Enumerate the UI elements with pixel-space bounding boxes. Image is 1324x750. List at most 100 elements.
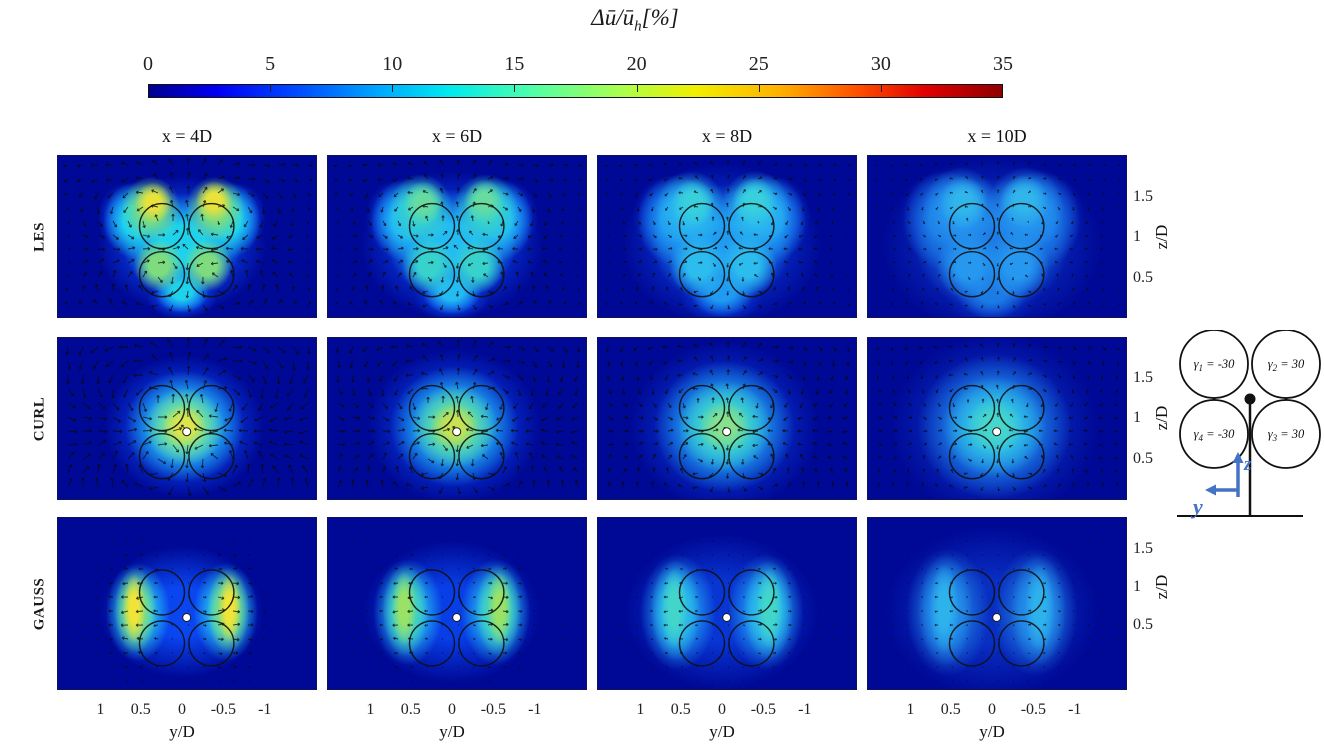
rotor-circle	[948, 569, 996, 616]
hub-marker	[992, 613, 1002, 622]
rotor-circle	[138, 250, 186, 298]
rotor-circle	[138, 202, 186, 250]
colorbar-tick-mark	[636, 84, 638, 92]
y-axis-arrowhead	[1205, 484, 1216, 496]
rotor-outline-bottom-left	[1179, 399, 1249, 469]
rotor-circle	[408, 384, 456, 432]
rotor-circle	[408, 432, 456, 480]
rotor-circle	[678, 620, 726, 667]
rotor-circle	[728, 569, 775, 616]
wake-panel-curl-x6d	[327, 337, 587, 500]
z-axis-label: z/D	[1152, 405, 1171, 431]
z-axis-label: z/D	[1152, 574, 1171, 600]
quiver-arrows	[336, 526, 580, 682]
colorbar-title-main: Δū/ū	[591, 5, 635, 30]
y-axis-label: y/D	[709, 722, 735, 741]
colorbar-tick-10: 10	[382, 53, 403, 75]
wake-panel-gauss-x8d	[597, 517, 857, 690]
rotor-circle	[678, 569, 726, 616]
multirotor-schematic: γ1 = -30 γ2 = 30 γ4 = -30 γ3 = 30 z y	[1177, 330, 1321, 519]
rotor-circle	[138, 432, 186, 480]
rotor-circle	[948, 620, 996, 667]
y-axis-label: y	[1190, 494, 1203, 519]
rotor-circle	[458, 384, 505, 432]
z-tick: 1	[1133, 228, 1141, 245]
hub-marker	[182, 613, 192, 622]
quiver-arrows	[335, 339, 581, 495]
hub-marker	[452, 613, 462, 622]
rotor-circle	[948, 250, 996, 298]
z-tick: 1	[1133, 578, 1141, 595]
colorbar-tick-mark	[270, 84, 272, 92]
quiver-arrows	[62, 157, 314, 313]
quiver-arrows	[65, 338, 311, 497]
column-header-2: x = 6D	[431, 126, 483, 146]
colorbar-gradient-bar	[148, 84, 1003, 98]
quiver-arrows	[66, 526, 310, 682]
quiver-arrows	[604, 160, 852, 310]
column-header-1: x = 4D	[161, 126, 213, 146]
y-tick: 0.5	[130, 701, 151, 718]
y-tick: 0	[178, 701, 187, 718]
rotor-circle	[188, 569, 235, 616]
column-header-3: x = 8D	[701, 126, 753, 146]
z-tick: 1	[1133, 409, 1141, 426]
colorbar-tick-mark	[514, 84, 516, 92]
rotor-circle	[458, 202, 505, 250]
rotor-circle	[408, 569, 456, 616]
colorbar-title: Δū/ūh[%]	[591, 5, 678, 36]
rotor-circle	[458, 569, 505, 616]
rotor-circle	[998, 620, 1045, 667]
rotor-circle	[948, 202, 996, 250]
colorbar-tick-15: 15	[504, 53, 525, 75]
rotor-circle	[188, 202, 235, 250]
rotor-circle	[188, 620, 235, 667]
colorbar-tick-mark	[392, 84, 394, 92]
rotor-circle	[408, 250, 456, 298]
rotor-circle	[138, 384, 186, 432]
y-tick: 1	[906, 701, 915, 718]
z-tick: 1.5	[1133, 369, 1153, 386]
y-tick: -0.5	[210, 701, 237, 718]
rotor-circle	[458, 432, 505, 480]
rotor-circle	[678, 250, 726, 298]
y-tick: 0.5	[940, 701, 961, 718]
wake-panel-les-x8d	[597, 155, 857, 318]
wake-panel-curl-x4d	[57, 337, 317, 500]
y-tick: -0.5	[1020, 701, 1047, 718]
rotor-circle	[458, 250, 505, 298]
rotor-outline-top-right	[1251, 330, 1321, 399]
column-header-4: x = 10D	[967, 126, 1027, 146]
rotor-outline-bottom-right	[1251, 399, 1321, 469]
row-label-curl: CURL	[31, 396, 48, 441]
colorbar-title-subscript: h	[634, 18, 642, 35]
rotor-yaw-label-top-left: γ1 = -30	[1194, 357, 1236, 373]
z-axis-label: z	[1243, 454, 1252, 475]
wake-panel-gauss-x6d	[327, 517, 587, 690]
rotor-circle	[138, 620, 186, 667]
y-axis-label: y/D	[169, 722, 195, 741]
colorbar-tick-mark	[758, 84, 760, 92]
rotor-outline-top-left	[1179, 330, 1249, 399]
y-axis-label: y/D	[979, 722, 1005, 741]
y-tick: -1	[798, 701, 812, 718]
rotor-circle	[998, 432, 1045, 480]
colorbar-tick-20: 20	[626, 53, 647, 75]
rotor-circle	[678, 384, 726, 432]
rotor-circle	[998, 569, 1045, 616]
rotor-circle	[728, 620, 775, 667]
y-tick: -1	[258, 701, 272, 718]
wake-panel-les-x10d	[867, 155, 1127, 318]
y-tick: -0.5	[480, 701, 507, 718]
hub-marker	[182, 427, 192, 437]
colorbar-title-unit: [%]	[641, 5, 679, 30]
y-tick: 1	[366, 701, 375, 718]
z-axis-label: z/D	[1152, 224, 1171, 250]
colorbar-tick-25: 25	[748, 53, 769, 75]
hub-marker	[992, 427, 1002, 437]
rotor-circle	[998, 250, 1045, 298]
z-tick: 1.5	[1133, 540, 1153, 557]
rotor-circle	[678, 202, 726, 250]
hub-dot	[1244, 393, 1256, 405]
quiver-arrows	[333, 159, 583, 311]
